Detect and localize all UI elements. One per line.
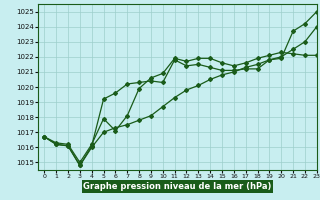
X-axis label: Graphe pression niveau de la mer (hPa): Graphe pression niveau de la mer (hPa) xyxy=(84,182,272,191)
